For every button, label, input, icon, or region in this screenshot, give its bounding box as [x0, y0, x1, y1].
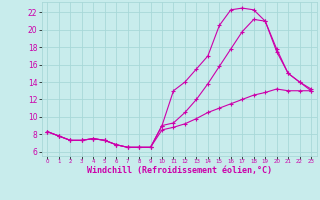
X-axis label: Windchill (Refroidissement éolien,°C): Windchill (Refroidissement éolien,°C) [87, 166, 272, 175]
